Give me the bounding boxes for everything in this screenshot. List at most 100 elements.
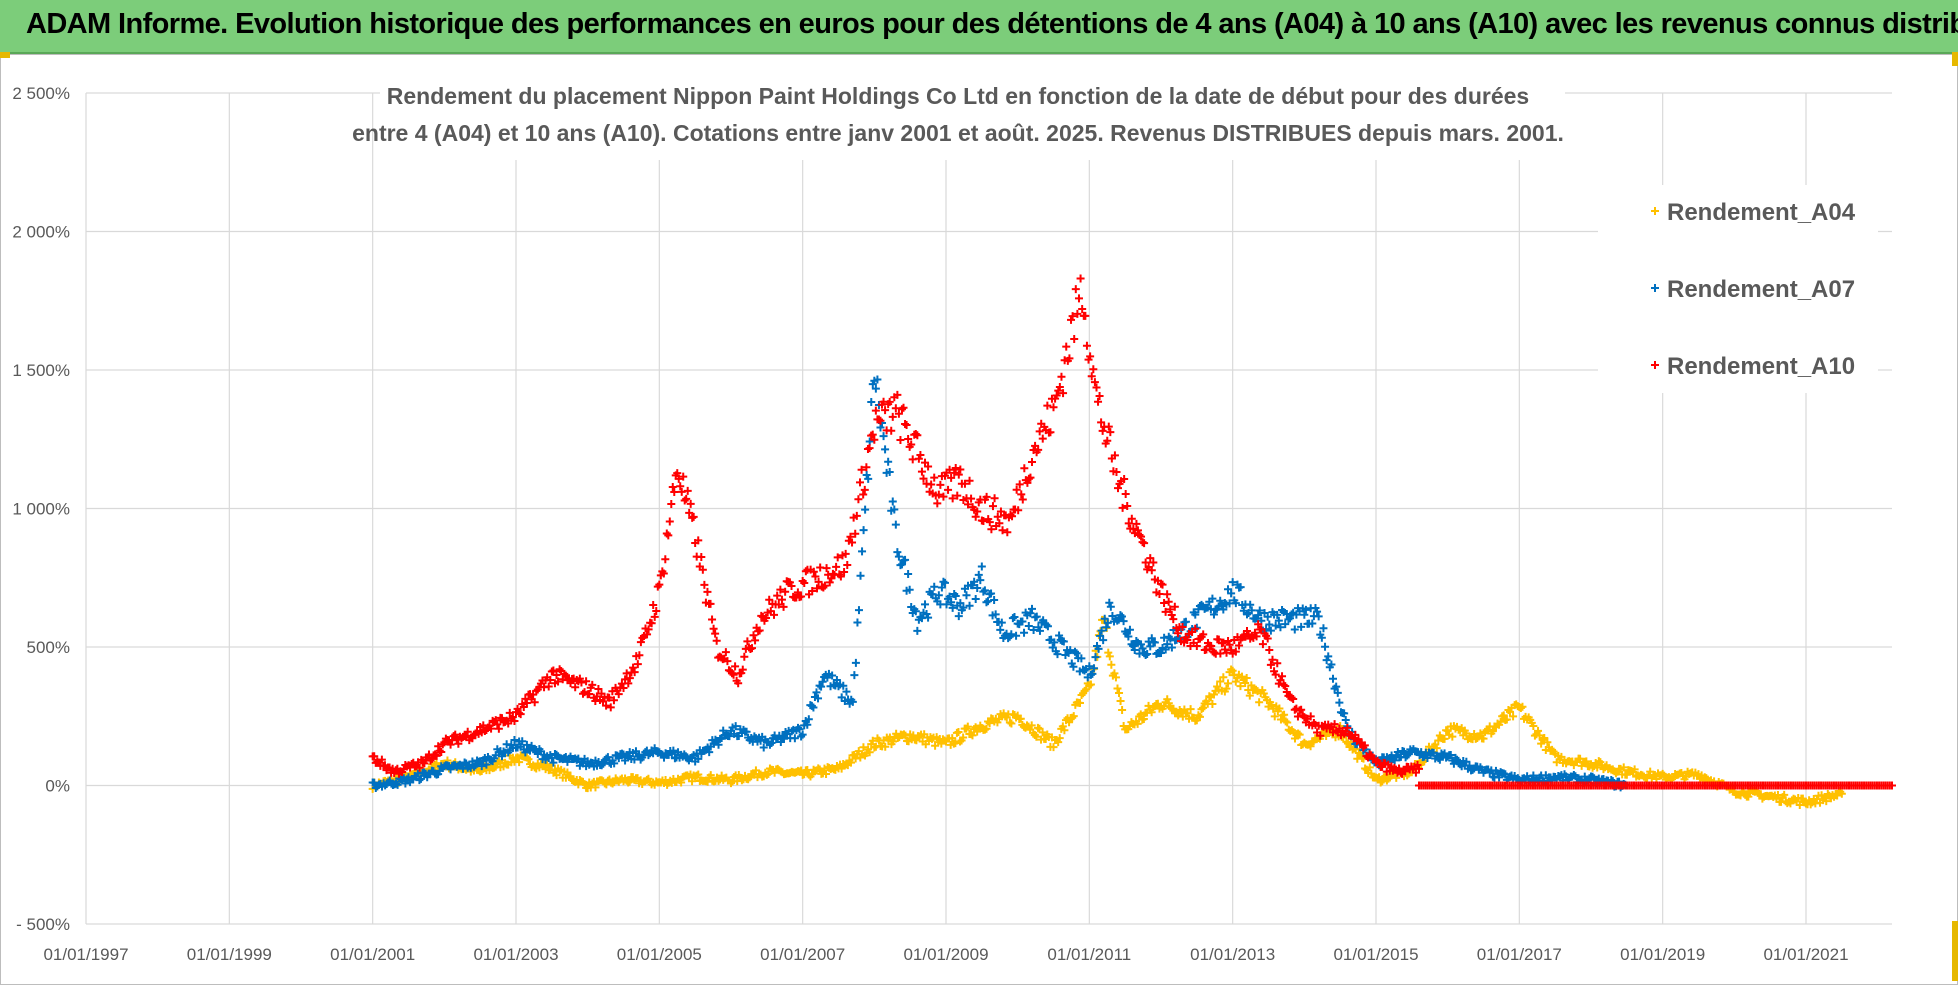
rendement-a10-point xyxy=(781,587,790,596)
rendement-a07-point xyxy=(610,759,619,768)
rendement-a07-point xyxy=(1129,641,1138,650)
rendement-a10-point xyxy=(700,580,709,589)
rendement-a07-point xyxy=(1039,616,1048,625)
rendement-a10-point xyxy=(1078,304,1087,313)
rendement-a10-point xyxy=(1055,383,1064,392)
rendement-a10-point xyxy=(621,675,630,684)
corner-marker-right-bottom xyxy=(1952,921,1958,981)
rendement-a04-point xyxy=(1060,726,1069,735)
corner-marker-left xyxy=(0,52,10,58)
rendement-a07-point xyxy=(1066,646,1075,655)
rendement-a10-point xyxy=(793,588,802,597)
rendement-a10-point xyxy=(1124,519,1133,528)
rendement-a04-point xyxy=(1502,715,1511,724)
rendement-a10-point xyxy=(694,536,703,545)
legend-marker-rendement-a04 xyxy=(1651,207,1659,215)
rendement-a10-point xyxy=(973,507,982,516)
rendement-a10-point xyxy=(885,397,894,406)
rendement-a04-point xyxy=(694,770,703,779)
rendement-a04-point xyxy=(1509,712,1518,721)
rendement-a10-point xyxy=(437,747,446,756)
rendement-a07-point xyxy=(1072,649,1081,658)
rendement-a07-point xyxy=(948,603,957,612)
rendement-a04-point xyxy=(1115,689,1124,698)
rendement-a10-point xyxy=(680,496,689,505)
rendement-a04-point xyxy=(1290,734,1299,743)
rendement-a10-point xyxy=(685,508,694,517)
rendement-a07-point xyxy=(1327,660,1336,669)
rendement-a07-point xyxy=(884,457,893,466)
rendement-a10-point xyxy=(1121,489,1130,498)
rendement-a04-point xyxy=(1529,722,1538,731)
rendement-a07-point xyxy=(1317,633,1326,642)
rendement-a10-point xyxy=(857,465,866,474)
rendement-a10-point xyxy=(582,677,591,686)
rendement-a10-point xyxy=(1123,502,1132,511)
rendement-a07-point xyxy=(631,747,640,756)
rendement-a04-point xyxy=(985,719,994,728)
rendement-a07-point xyxy=(1080,666,1089,675)
rendement-a07-point xyxy=(602,754,611,763)
rendement-a10-point xyxy=(1141,558,1150,567)
rendement-a07-point xyxy=(1231,599,1240,608)
rendement-a10-point xyxy=(848,538,857,547)
rendement-a10-point xyxy=(1129,524,1138,533)
rendement-a07-point xyxy=(804,715,813,724)
rendement-a04-point xyxy=(1361,764,1370,773)
rendement-a07-point xyxy=(911,607,920,616)
rendement-a10-point xyxy=(933,499,942,508)
rendement-a10-point xyxy=(743,637,752,646)
rendement-a07-point xyxy=(1314,612,1323,621)
rendement-a07-point xyxy=(401,779,410,788)
chart-title-line-2: entre 4 (A04) et 10 ans (A10). Cotations… xyxy=(352,120,1564,146)
rendement-a04-point xyxy=(1107,660,1116,669)
rendement-a07-point xyxy=(856,571,865,580)
rendement-a07-point xyxy=(1335,698,1344,707)
rendement-a10-point xyxy=(1132,519,1141,528)
rendement-a07-point xyxy=(1028,604,1036,613)
rendement-a10-point xyxy=(650,612,659,621)
rendement-a10-point xyxy=(854,495,863,504)
rendement-a07-point xyxy=(1050,638,1059,647)
rendement-a10-point xyxy=(1351,730,1360,739)
rendement-a10-point xyxy=(953,491,962,500)
rendement-a10-point xyxy=(902,420,911,429)
rendement-a10-point xyxy=(431,750,440,759)
rendement-a07-point xyxy=(1085,662,1094,671)
rendement-a10-point xyxy=(956,465,965,474)
rendement-a07-point xyxy=(947,598,956,607)
rendement-a10-point xyxy=(494,724,503,733)
rendement-a04-point xyxy=(737,776,746,785)
rendement-a10-point xyxy=(723,657,732,666)
rendement-a10-point xyxy=(770,610,778,619)
rendement-a07-point xyxy=(924,613,933,622)
rendement-a04-point xyxy=(959,733,968,742)
rendement-a10-point xyxy=(519,703,528,712)
rendement-a04-point xyxy=(1016,714,1025,723)
rendement-a10-point xyxy=(1343,723,1352,732)
rendement-a04-point xyxy=(1242,674,1251,683)
rendement-a10-point xyxy=(1163,590,1172,599)
rendement-a04-point xyxy=(948,734,957,743)
rendement-a04-point xyxy=(1228,666,1237,675)
rendement-a04-point xyxy=(1376,778,1385,787)
rendement-a07-point xyxy=(1569,771,1578,780)
rendement-a10-point xyxy=(887,426,896,435)
rendement-a10-point xyxy=(1014,506,1023,515)
rendement-a04-point xyxy=(1241,678,1250,687)
rendement-a10-point xyxy=(870,435,879,444)
legend: Rendement_A04 Rendement_A07 Rendement_A10 xyxy=(1651,199,1856,380)
rendement-a10-point xyxy=(1265,645,1274,654)
chart-title-background xyxy=(380,80,1565,160)
rendement-a07-point xyxy=(809,703,818,712)
rendement-a10-point xyxy=(451,730,460,739)
rendement-a07-point xyxy=(934,591,943,600)
rendement-a04-point xyxy=(1275,704,1284,713)
rendement-a07-point xyxy=(1024,621,1033,630)
x-tick-label: 01/01/1997 xyxy=(43,945,128,964)
rendement-a04-point xyxy=(1080,686,1089,695)
rendement-a10-point xyxy=(951,463,960,472)
rendement-a04-point xyxy=(1822,797,1831,806)
rendement-a10-point xyxy=(493,720,502,729)
rendement-a10-point xyxy=(1160,598,1169,607)
